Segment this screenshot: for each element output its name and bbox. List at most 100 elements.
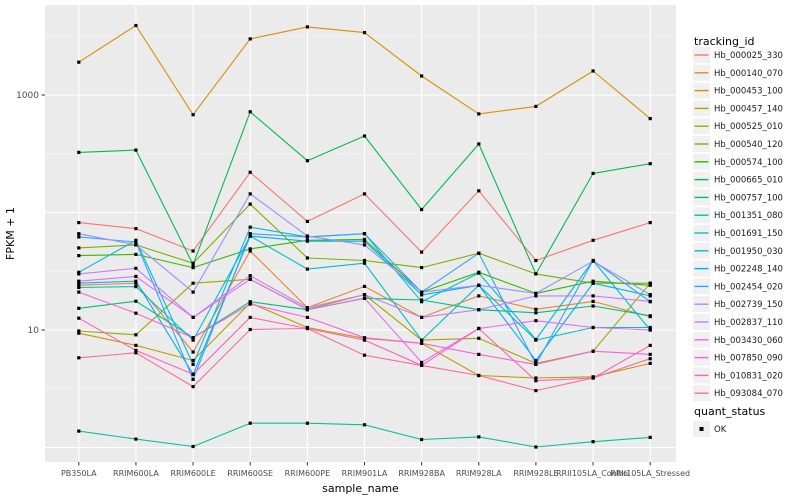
data-point [77,221,81,225]
data-point [248,192,252,196]
data-point [305,421,309,425]
data-point [534,258,538,263]
data-point [534,379,538,383]
data-point [134,279,138,283]
x-tick-label: RRII105LA_Stressed [610,469,690,478]
data-point [591,171,595,175]
data-point [362,134,367,138]
data-point [648,328,652,332]
data-point [248,315,252,319]
data-point [248,421,252,425]
legend-item-label: Hb_001691_150 [714,229,783,239]
data-point [191,358,195,363]
legend-item-label: Hb_000140_070 [714,69,783,79]
data-point [134,333,138,337]
data-point [591,325,595,330]
data-point [248,302,252,306]
data-point [134,348,138,352]
legend-item-label: Hb_002248_140 [714,265,783,275]
data-point [648,325,652,330]
data-point [77,235,81,239]
data-point [477,326,481,331]
data-point [134,311,138,315]
legend-item-label: Hb_000453_100 [714,87,783,97]
data-point [77,331,81,335]
y-axis-title: FPKM + 1 [4,207,17,260]
data-point [420,266,424,270]
data-point [534,337,538,342]
x-tick-label: RRIM600PE [285,469,331,478]
x-tick-label: RRIM600SE [227,469,273,478]
data-point [191,113,195,117]
data-point [362,293,367,297]
data-point [477,336,481,340]
data-point [134,299,138,303]
data-point [77,285,81,290]
data-point [134,351,138,355]
data-point [648,293,652,297]
data-point [134,148,138,152]
data-point [362,338,367,342]
data-point [191,385,195,389]
x-tick-label: RRIM600LE [170,469,215,478]
data-point [191,444,195,449]
data-point [305,239,309,243]
x-tick-label: RRIM928LA [456,469,502,478]
data-point [134,23,138,28]
x-tick-label: RRIM928BA [398,469,445,478]
x-tick-label: RRIM928LE [513,469,558,478]
data-point [248,274,252,278]
data-point [362,284,367,288]
data-point [648,162,652,166]
data-point [134,274,138,278]
data-point [534,376,538,380]
data-point [534,445,538,449]
data-point [648,299,652,303]
legend-item-label: Hb_093084_070 [714,389,783,399]
legend-title: tracking_id [694,35,755,48]
data-point [477,373,481,378]
data-point [534,294,538,298]
data-point [248,277,252,281]
legend-item-label: Hb_007850_090 [714,354,783,364]
data-point [305,159,309,163]
data-point [248,232,252,236]
data-point [248,225,252,229]
y-tick-label: 1000 [16,91,39,101]
data-point [248,170,252,174]
data-point [77,429,81,433]
legend-item-label: Hb_000665_010 [714,176,783,186]
data-point [362,353,367,357]
data-point [191,372,195,376]
data-point [420,363,424,367]
data-point [591,349,595,353]
data-point [477,251,481,255]
data-point [648,343,652,347]
data-point [77,150,81,154]
data-point [134,266,138,270]
data-point [134,343,138,347]
data-point [362,296,367,300]
data-point [477,294,481,298]
data-point [648,435,652,439]
x-tick-label: RRIM600LA [113,469,159,478]
data-point [362,261,367,265]
legend-item-label: Hb_000574_100 [714,158,783,168]
x-tick-label: RRIM901LA [342,469,388,478]
legend-item-label: Hb_002837_110 [714,318,783,328]
data-point [305,219,309,223]
data-point [477,352,481,356]
data-point [420,341,424,345]
data-point [648,283,652,287]
data-point [77,246,81,250]
data-point [420,293,424,297]
data-point [420,315,424,319]
data-point [591,294,595,298]
legend-item-label: Hb_002739_150 [714,300,783,310]
data-point [420,298,424,302]
data-point [362,237,367,241]
legend-item-label: Hb_000757_100 [714,193,783,203]
legend-key-point [699,427,704,431]
data-point [248,249,252,253]
data-point [191,281,195,285]
